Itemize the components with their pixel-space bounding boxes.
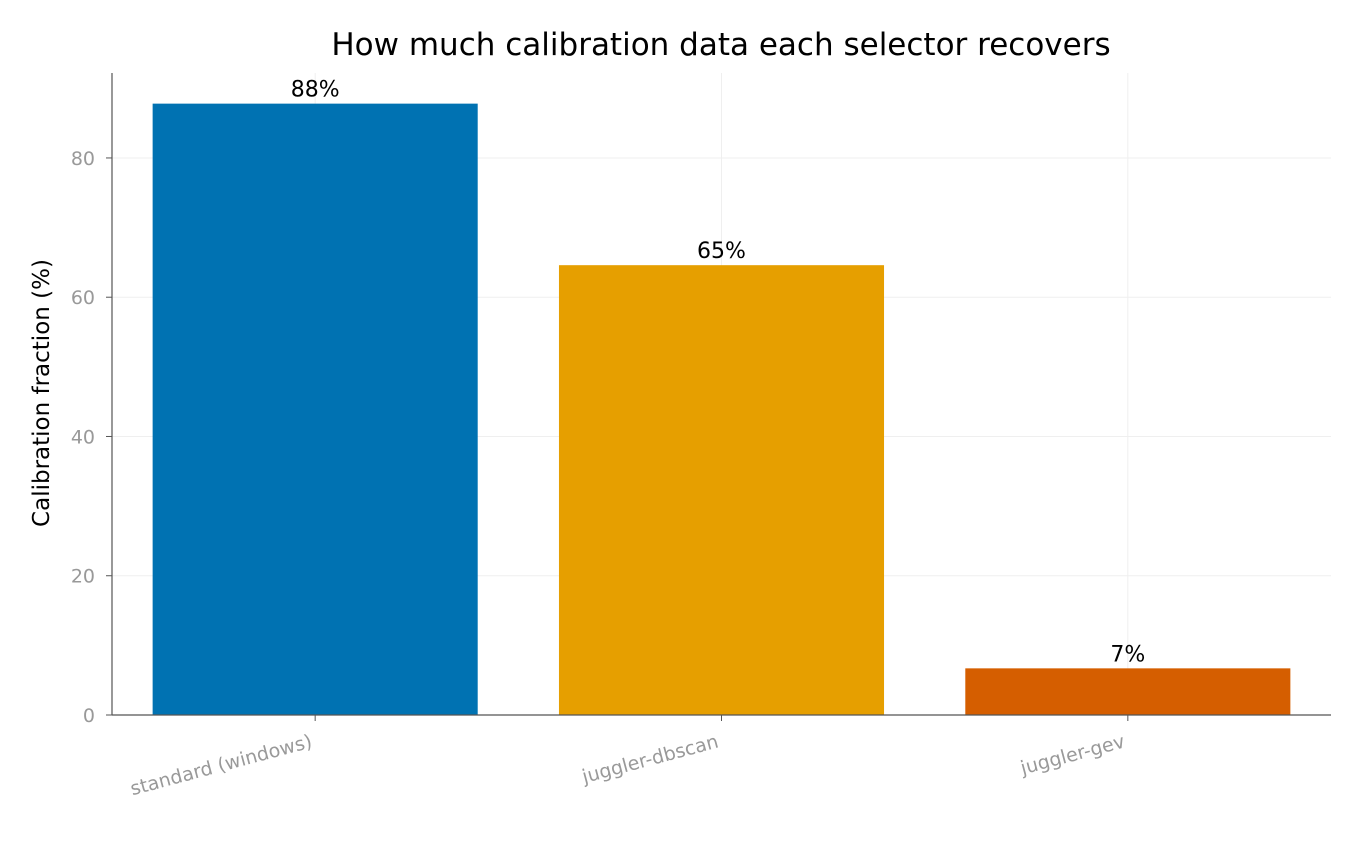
x-tick-label: standard (windows) <box>128 731 314 801</box>
bar-value-label: 7% <box>1110 642 1145 667</box>
bar-value-label: 65% <box>697 239 746 264</box>
y-tick-label: 40 <box>71 426 95 448</box>
y-tick-label: 20 <box>71 566 95 588</box>
x-tick-label: juggler-gev <box>1017 731 1127 780</box>
data-labels: 88% 65% 7% <box>291 78 1146 668</box>
bar[interactable] <box>152 103 478 715</box>
axes <box>106 73 1331 721</box>
y-tick-label: 80 <box>71 148 95 170</box>
bar-value-label: 88% <box>291 78 340 103</box>
bar[interactable] <box>558 265 885 715</box>
y-tick-label: 60 <box>71 287 95 309</box>
x-tick-label: juggler-dbscan <box>579 731 721 789</box>
bar[interactable] <box>965 668 1291 715</box>
bars <box>152 103 1291 715</box>
chart-title: How much calibration data each selector … <box>331 27 1110 63</box>
y-axis-label: Calibration fraction (%) <box>29 259 55 527</box>
y-tick-label: 0 <box>83 705 95 727</box>
